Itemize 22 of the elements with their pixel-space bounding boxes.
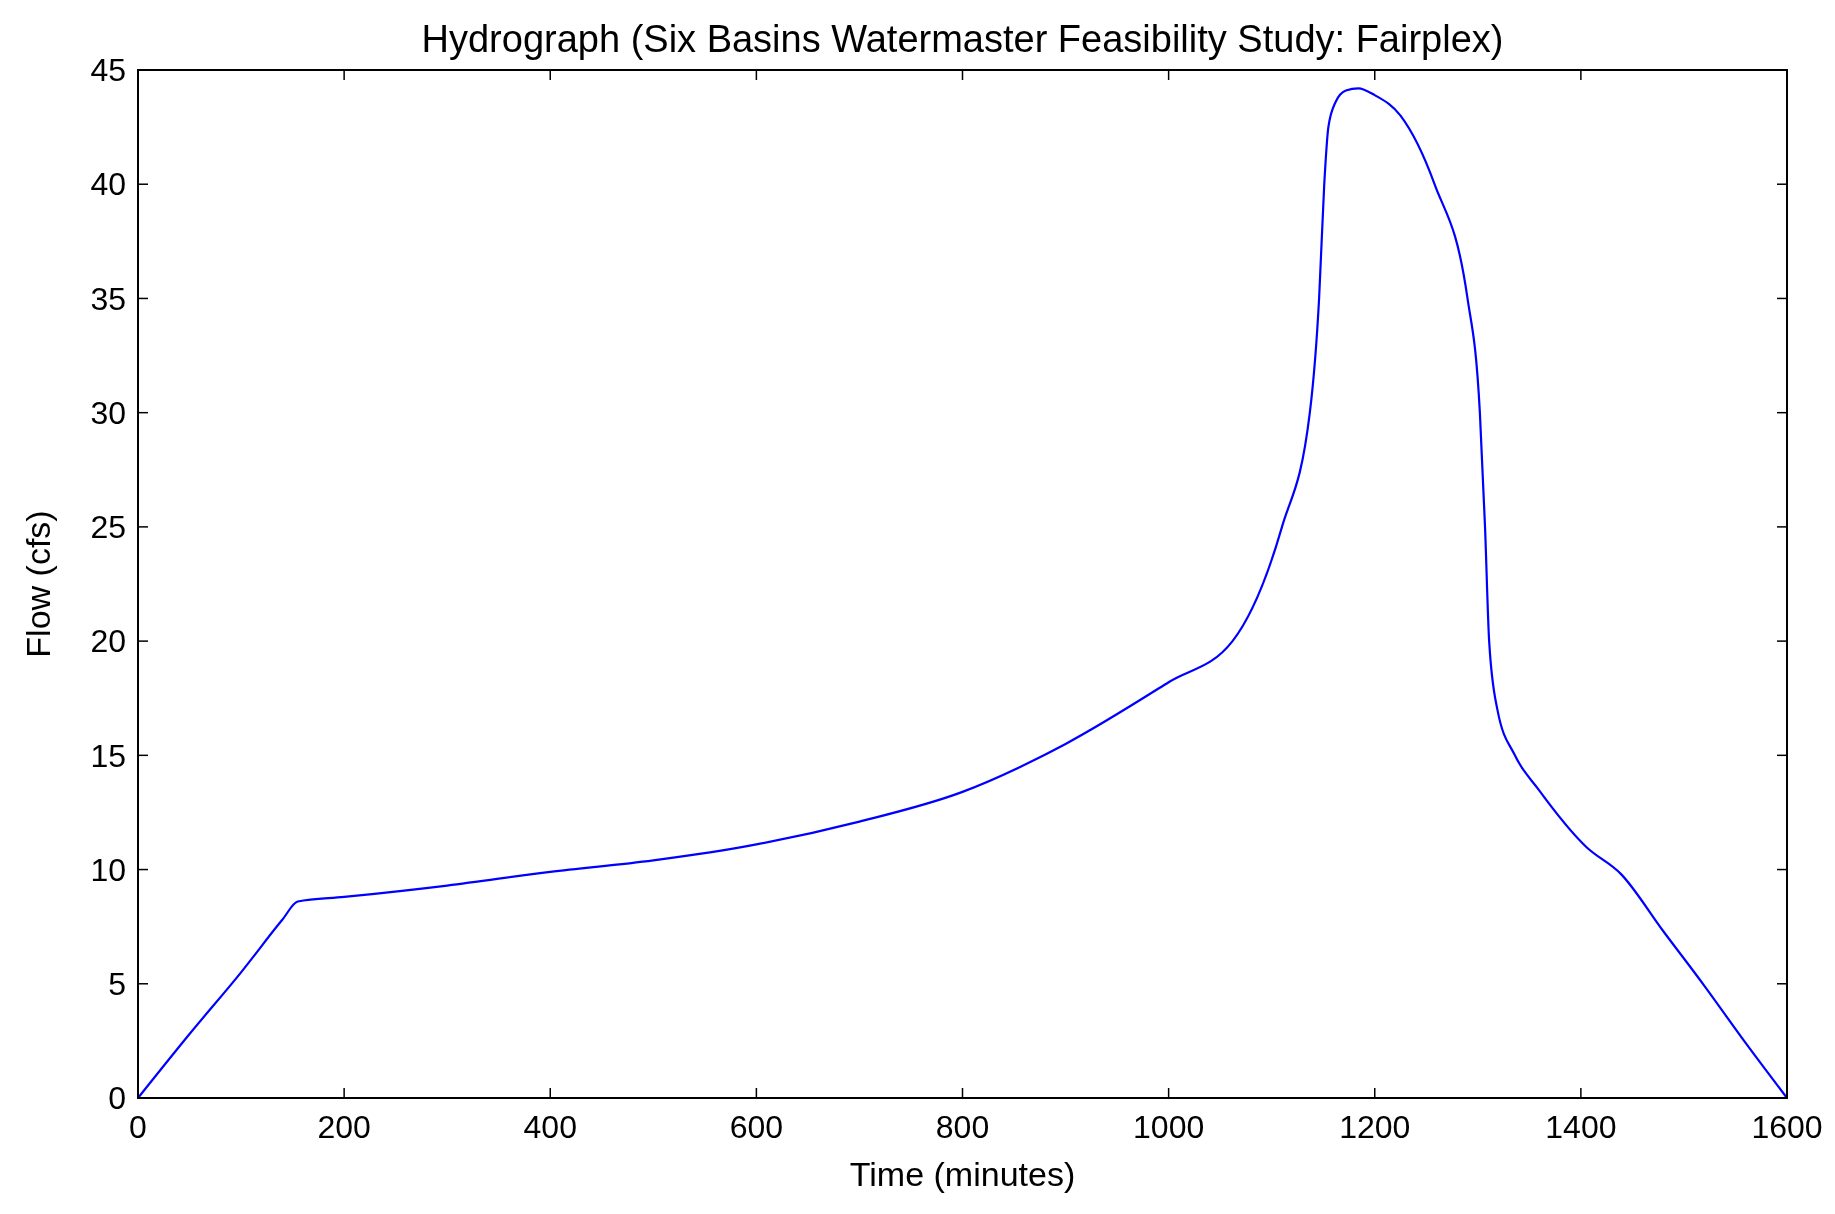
x-tick-label: 1600 xyxy=(1751,1109,1823,1145)
x-axis-title: Time (minutes) xyxy=(849,1155,1076,1193)
y-tick-label: 15 xyxy=(90,737,126,774)
y-tick-label: 45 xyxy=(90,52,126,89)
y-tick-label: 10 xyxy=(90,851,126,888)
chart-title: Hydrograph (Six Basins Watermaster Feasibility Study: Fairplex) xyxy=(421,18,1504,60)
x-tick-label: 1200 xyxy=(1339,1109,1411,1145)
y-axis-title: Flow (cfs) xyxy=(19,510,57,658)
x-tick-label: 400 xyxy=(523,1109,577,1145)
y-tick-label: 30 xyxy=(90,394,126,431)
y-tick-label: 40 xyxy=(90,166,126,203)
x-tick-label: 1400 xyxy=(1545,1109,1617,1145)
y-tick-label: 20 xyxy=(90,623,126,660)
x-tick-label: 1000 xyxy=(1133,1109,1205,1145)
y-tick-label: 25 xyxy=(90,509,126,546)
y-tick-label: 35 xyxy=(90,280,126,317)
y-tick-label: 5 xyxy=(108,965,126,1002)
x-tick-label: 800 xyxy=(935,1109,990,1145)
x-tick-label: 600 xyxy=(729,1109,784,1145)
y-tick-label: 0 xyxy=(108,1080,126,1117)
line-series xyxy=(136,87,1789,1100)
x-tick-label: 200 xyxy=(317,1109,371,1145)
